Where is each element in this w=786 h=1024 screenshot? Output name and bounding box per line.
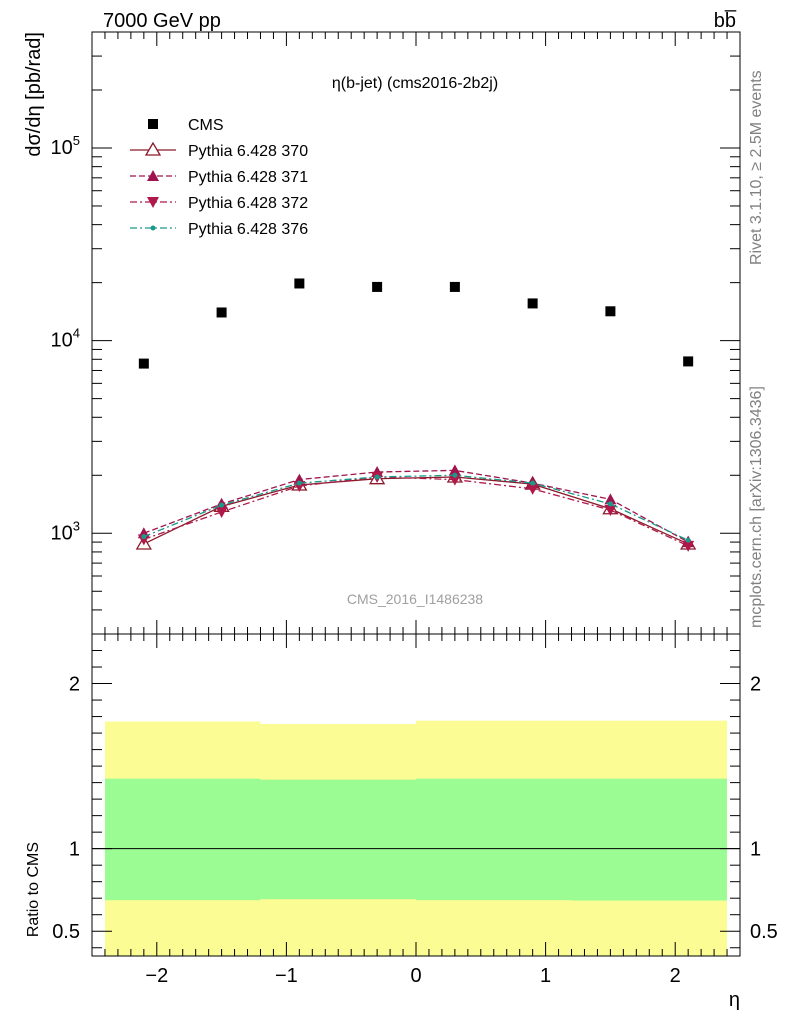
uncertainty-band-inner [571, 778, 728, 901]
series-pythia-6-428-376 [141, 472, 691, 543]
data-point [605, 306, 616, 317]
data-point [137, 534, 150, 546]
legend-entry: Pythia 6.428 372 [130, 195, 308, 212]
y-tick-label: 104 [51, 326, 80, 352]
legend-label: Pythia 6.428 370 [188, 143, 308, 160]
uncertainty-band-inner [416, 778, 572, 901]
ratio-y-tick-label: 1 [69, 839, 80, 861]
x-tick-label: 0 [410, 965, 421, 987]
energy-label: 7000 GeV pp [103, 10, 221, 32]
x-tick-label: −1 [275, 965, 298, 987]
data-point [449, 281, 460, 292]
x-tick-label: −2 [145, 965, 168, 987]
data-point [374, 474, 380, 480]
data-point [215, 506, 228, 518]
legend-entry: Pythia 6.428 376 [130, 221, 308, 238]
data-point [294, 278, 305, 289]
process-label: bb̅ [714, 9, 737, 32]
series-line [143, 474, 689, 541]
x-tick-label: 2 [670, 965, 681, 987]
legend-marker [147, 170, 159, 181]
legend-marker [150, 225, 156, 231]
data-point [448, 474, 461, 486]
ratio-panel: Ratio to CMS 0.5 0.5 1 1 2 2 −2 −1 0 1 2 η [25, 633, 778, 1011]
data-point [296, 480, 302, 486]
ratio-y-tick-label: 2 [69, 674, 80, 696]
data-point [604, 493, 617, 505]
legend-entry: Pythia 6.428 371 [130, 169, 308, 186]
series-line [143, 476, 689, 547]
data-point [219, 502, 225, 508]
legend-marker [148, 119, 158, 129]
data-point [141, 534, 147, 540]
series-line [143, 469, 689, 543]
legend-label: Pythia 6.428 371 [188, 169, 308, 186]
uncertainty-band-inner [104, 778, 261, 901]
legend-label: CMS [188, 117, 224, 134]
y-tick-label: 105 [51, 133, 80, 159]
legend-label: Pythia 6.428 372 [188, 195, 308, 212]
x-tick-label: 1 [540, 965, 551, 987]
legend: CMS Pythia 6.428 370 Pythia 6.428 371 Pythi… [130, 117, 308, 238]
data-point [452, 472, 458, 478]
chart-title: η(b-jet) (cms2016-2b2j) [332, 75, 498, 92]
main-panel: η(b-jet) (cms2016-2b2j) CMS_2016_I148623… [23, 31, 741, 635]
legend-marker [147, 197, 159, 208]
legend-marker [144, 141, 162, 156]
y-tick-label: 103 [51, 518, 80, 544]
ratio-y-tick-label-right: 2 [750, 674, 761, 696]
x-axis-label: η [729, 989, 740, 1011]
data-point [527, 298, 538, 309]
data-point [138, 358, 149, 369]
series-pythia-6-428-372 [137, 471, 695, 552]
legend-entry: CMS [148, 117, 224, 134]
data-point [372, 281, 383, 292]
rivet-label: Rivet 3.1.10, ≥ 2.5M events [748, 70, 765, 265]
ratio-y-tick-label-right: 1 [750, 839, 761, 861]
ratio-y-tick-label-right: 0.5 [750, 921, 778, 943]
data-point [448, 464, 461, 476]
legend-entry: Pythia 6.428 370 [130, 141, 308, 160]
mcplots-label: mcplots.cern.ch [arXiv:1306.3436] [748, 386, 765, 628]
uncertainty-band-inner [260, 779, 416, 900]
data-point [604, 505, 617, 517]
data-point [682, 540, 695, 552]
legend-label: Pythia 6.428 376 [188, 221, 308, 238]
y-axis-label: dσ/dη [pb/rad] [23, 32, 45, 157]
analysis-watermark: CMS_2016_I1486238 [347, 591, 483, 607]
ratio-y-axis-label: Ratio to CMS [25, 842, 42, 937]
ratio-frame [91, 633, 741, 957]
data-point [216, 307, 227, 318]
ratio-y-tick-label: 0.5 [52, 921, 80, 943]
data-point [530, 480, 536, 486]
series-cms [138, 278, 694, 369]
data-point [683, 356, 694, 367]
data-point [607, 501, 613, 507]
data-point [526, 483, 539, 495]
data-point [685, 537, 691, 543]
